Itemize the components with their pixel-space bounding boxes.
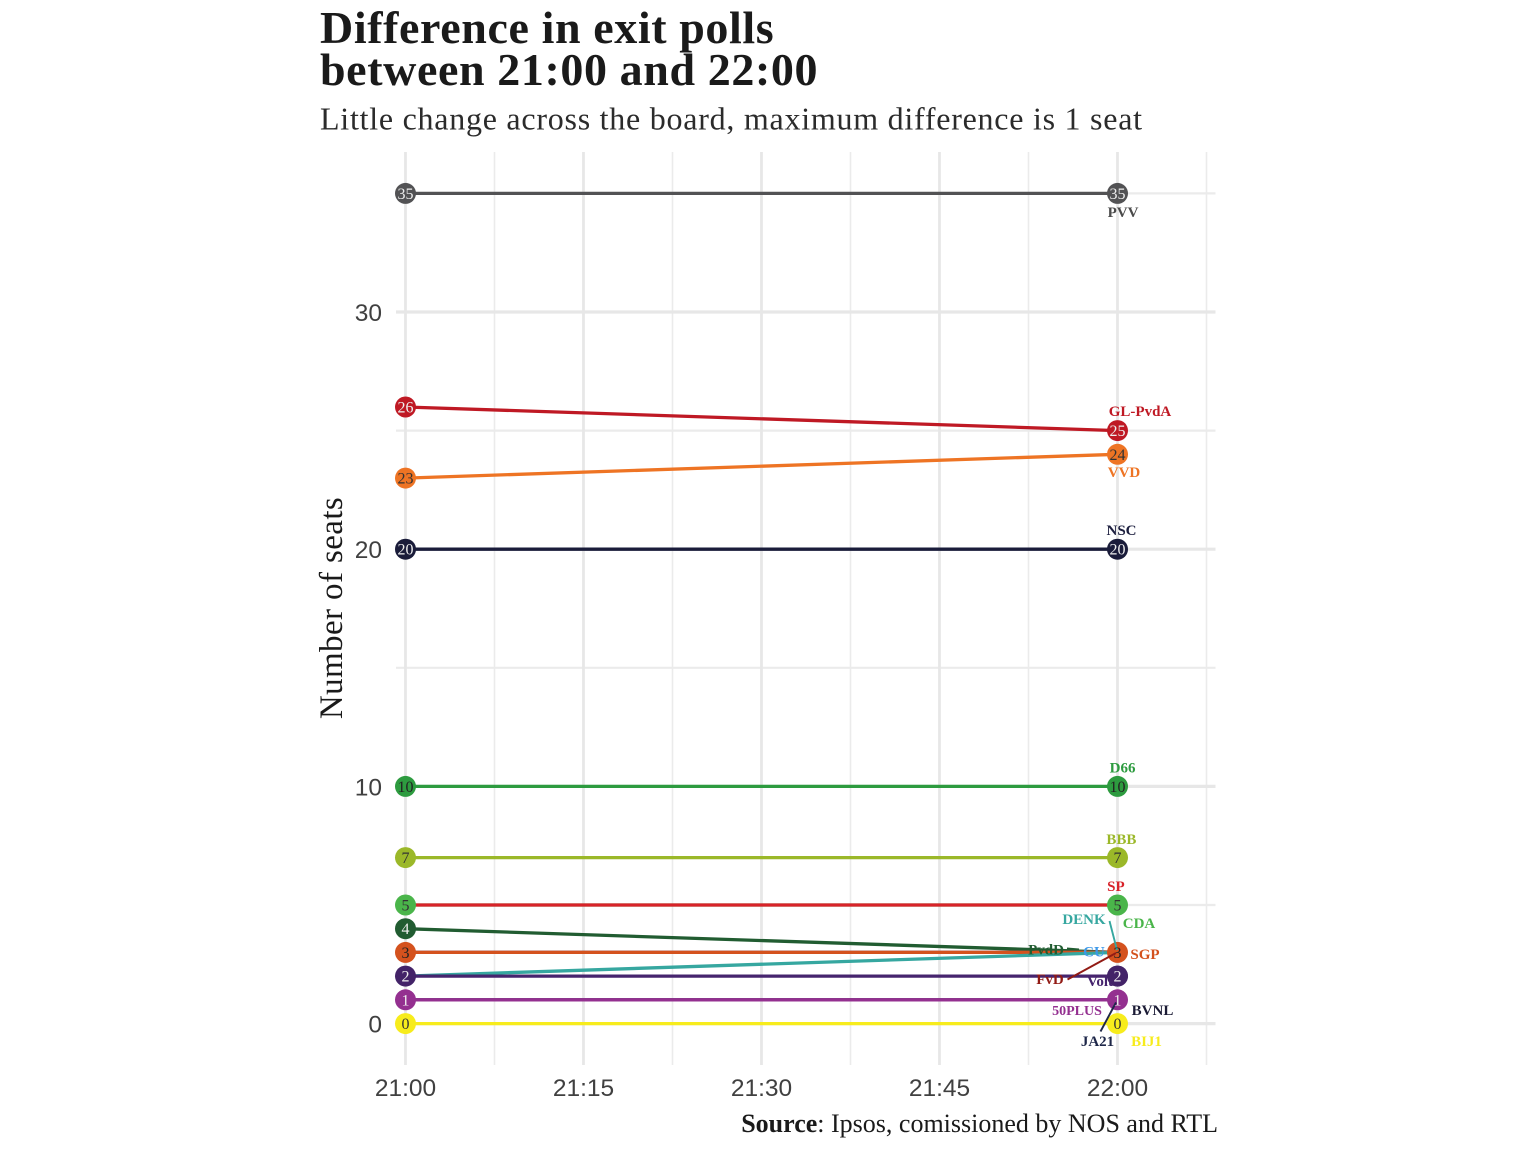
- svg-text:Volt: Volt: [1087, 974, 1113, 990]
- svg-text:10: 10: [355, 774, 382, 801]
- svg-text:26: 26: [398, 400, 414, 417]
- svg-text:NSC: NSC: [1106, 523, 1136, 539]
- svg-text:D66: D66: [1110, 760, 1136, 776]
- svg-text:35: 35: [398, 186, 414, 203]
- svg-text:24: 24: [1110, 447, 1126, 464]
- svg-text:SGP: SGP: [1130, 947, 1159, 963]
- svg-text:2: 2: [1114, 969, 1122, 986]
- svg-text:BIJ1: BIJ1: [1131, 1034, 1162, 1050]
- svg-text:20: 20: [355, 537, 382, 564]
- svg-text:DENK: DENK: [1062, 912, 1106, 928]
- svg-text:Source: Ipsos, comissioned by: Source: Ipsos, comissioned by NOS and RT…: [741, 1109, 1218, 1138]
- svg-text:CU: CU: [1083, 945, 1105, 961]
- svg-text:BBB: BBB: [1106, 832, 1136, 848]
- svg-text:23: 23: [398, 471, 414, 488]
- svg-text:4: 4: [402, 921, 410, 938]
- svg-text:50PLUS: 50PLUS: [1052, 1004, 1102, 1019]
- svg-text:5: 5: [1114, 898, 1122, 915]
- svg-text:JA21: JA21: [1081, 1034, 1114, 1050]
- svg-text:10: 10: [398, 779, 414, 796]
- svg-text:SP: SP: [1107, 879, 1125, 895]
- svg-text:PVV: PVV: [1108, 205, 1139, 221]
- svg-text:CDA: CDA: [1123, 916, 1156, 932]
- svg-text:3: 3: [402, 945, 410, 962]
- svg-text:7: 7: [402, 850, 410, 867]
- svg-text:0: 0: [368, 1012, 382, 1039]
- svg-text:between 21:00 and 22:00: between 21:00 and 22:00: [320, 44, 818, 95]
- svg-text:35: 35: [1110, 186, 1126, 203]
- svg-text:3: 3: [1114, 945, 1122, 962]
- svg-text:1: 1: [1114, 992, 1122, 1009]
- svg-text:1: 1: [402, 992, 410, 1009]
- svg-text:Difference in exit polls: Difference in exit polls: [320, 2, 774, 53]
- svg-text:21:15: 21:15: [553, 1075, 614, 1102]
- svg-text:22:00: 22:00: [1087, 1075, 1148, 1102]
- svg-text:GL-PvdA: GL-PvdA: [1109, 404, 1172, 420]
- svg-text:PvdD: PvdD: [1028, 943, 1064, 959]
- svg-text:25: 25: [1110, 423, 1126, 440]
- svg-text:20: 20: [1110, 542, 1126, 559]
- svg-text:21:45: 21:45: [909, 1075, 970, 1102]
- svg-text:2: 2: [402, 969, 410, 986]
- svg-text:Number of seats: Number of seats: [314, 497, 350, 719]
- svg-text:21:00: 21:00: [375, 1075, 436, 1102]
- svg-text:0: 0: [1114, 1016, 1122, 1033]
- svg-text:BVNL: BVNL: [1132, 1003, 1174, 1019]
- svg-text:Little change across the board: Little change across the board, maximum …: [320, 101, 1143, 137]
- svg-text:0: 0: [402, 1016, 410, 1033]
- svg-text:30: 30: [355, 300, 382, 327]
- svg-text:21:30: 21:30: [731, 1075, 792, 1102]
- svg-text:10: 10: [1110, 779, 1126, 796]
- svg-text:FvD: FvD: [1036, 972, 1064, 988]
- svg-text:20: 20: [398, 542, 414, 559]
- svg-text:7: 7: [1114, 850, 1122, 867]
- svg-text:5: 5: [402, 898, 410, 915]
- svg-text:VVD: VVD: [1108, 465, 1141, 481]
